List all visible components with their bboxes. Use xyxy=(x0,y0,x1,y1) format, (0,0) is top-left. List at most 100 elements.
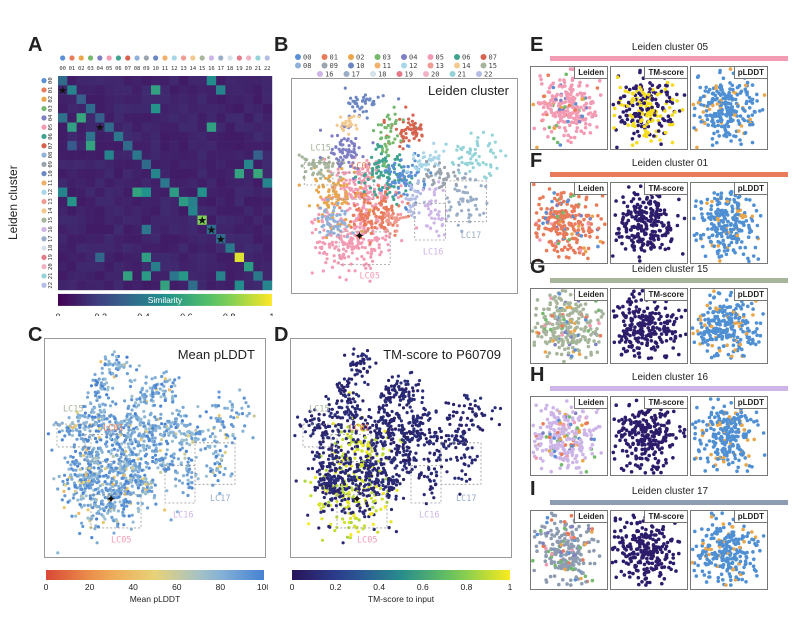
heatmap-cell xyxy=(197,131,208,142)
scatter-point xyxy=(359,463,363,467)
heatmap-cell xyxy=(262,243,273,253)
scatter-point xyxy=(413,173,417,177)
scatter-point xyxy=(75,410,79,414)
scatter-point xyxy=(105,435,109,439)
scatter-point xyxy=(394,530,398,534)
heatmap-cell xyxy=(262,85,273,95)
scatter-point xyxy=(377,483,381,487)
scatter-point xyxy=(387,526,391,530)
scatter-point xyxy=(119,488,123,492)
heatmap-cell xyxy=(123,76,133,86)
scatter-point xyxy=(416,443,420,447)
scatter-point xyxy=(392,105,396,109)
scatter-point xyxy=(128,364,132,368)
scatter-point xyxy=(378,223,382,227)
zoom-panels: E Leiden cluster 05 Leiden TM-score pLDDT F Le… xyxy=(520,34,800,632)
scatter-point xyxy=(399,216,403,220)
heatmap-cell xyxy=(262,122,273,133)
heatmap-col-dot xyxy=(97,55,103,61)
cluster-annotation-label: LC05 xyxy=(360,272,380,282)
heatmap-cell xyxy=(104,169,115,179)
scatter-point xyxy=(151,392,155,396)
heatmap-cell xyxy=(58,150,68,160)
scatter-point xyxy=(115,358,119,362)
heatmap-cell xyxy=(104,196,115,207)
scatter-point xyxy=(333,496,338,500)
scatter-point xyxy=(362,200,366,205)
scatter-point xyxy=(448,422,452,426)
scatter-point xyxy=(479,396,483,400)
scatter-point xyxy=(177,376,181,380)
heatmap-cell xyxy=(169,224,180,235)
scatter-point xyxy=(339,237,343,241)
scatter-point xyxy=(428,431,432,435)
scatter-point xyxy=(354,95,358,99)
scatter-point xyxy=(358,509,362,513)
heatmap-cell xyxy=(141,252,152,263)
scatter-point xyxy=(171,400,175,404)
heatmap-row-label: 22 xyxy=(48,282,54,289)
scatter-point xyxy=(360,241,364,245)
scatter-point xyxy=(400,423,404,427)
scatter-point xyxy=(465,394,469,398)
scatter-point xyxy=(369,231,373,235)
scatter-point xyxy=(173,469,178,473)
scatter-point xyxy=(117,495,121,499)
heatmap-col-label: 01 xyxy=(69,66,76,72)
scatter-point xyxy=(414,383,418,387)
scatter-point xyxy=(228,400,232,404)
heatmap-col-label: 21 xyxy=(255,66,262,72)
scatter-point xyxy=(318,426,322,430)
scatter-point xyxy=(229,415,233,419)
scatter-point xyxy=(462,453,466,457)
scatter-point xyxy=(389,418,393,422)
scatter-point xyxy=(457,163,461,167)
scatter-point xyxy=(60,438,64,442)
scatter-point xyxy=(332,226,336,231)
scatter-point xyxy=(138,462,142,466)
heatmap-cell xyxy=(188,262,198,272)
heatmap-cell xyxy=(160,169,170,179)
scatter-point xyxy=(106,475,110,479)
scatter-point xyxy=(390,122,394,126)
scatter-point xyxy=(153,453,158,457)
scatter-point xyxy=(379,457,383,461)
scatter-point xyxy=(416,190,420,194)
scatter-point xyxy=(401,406,406,410)
scatter-point xyxy=(455,410,459,414)
scatter-point xyxy=(324,176,328,180)
scatter-point xyxy=(446,214,450,218)
scatter-point xyxy=(396,374,400,378)
scatter-point xyxy=(465,416,470,420)
scatter-point xyxy=(345,535,350,539)
scatter-point xyxy=(347,443,351,447)
heatmap-cell xyxy=(85,76,96,86)
scatter-point xyxy=(473,399,477,403)
heatmap-cell xyxy=(113,85,124,95)
scatter-point xyxy=(344,178,348,182)
scatter-point xyxy=(364,473,368,478)
scatter-point xyxy=(361,399,365,403)
heatmap-cell xyxy=(206,141,217,151)
heatmap-cell xyxy=(76,94,87,105)
scatter-point xyxy=(394,127,398,131)
scatter-point xyxy=(376,530,380,534)
scatter-point xyxy=(331,422,335,426)
scatter-point xyxy=(341,158,345,162)
scatter-point xyxy=(134,405,139,409)
scatter-point xyxy=(89,384,94,388)
scatter-point xyxy=(240,412,245,416)
scatter-point xyxy=(71,426,75,430)
scatter-point xyxy=(339,155,343,159)
scatter-point xyxy=(342,137,346,141)
heatmap-col-label: 05 xyxy=(106,66,113,72)
scatter-point xyxy=(310,418,314,422)
scatter-point xyxy=(404,136,408,140)
scatter-point xyxy=(222,473,226,477)
heatmap-cell xyxy=(141,131,152,142)
scatter-point xyxy=(346,150,350,154)
heatmap-cell xyxy=(58,169,68,179)
scatter-point xyxy=(70,477,74,481)
scatter-point xyxy=(92,502,96,506)
scatter-point xyxy=(108,404,113,408)
